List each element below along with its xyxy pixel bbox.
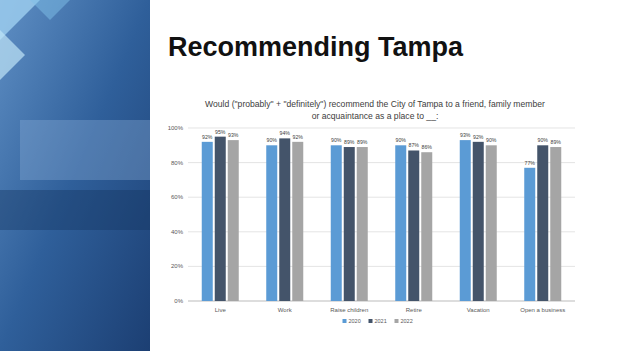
data-label: 93% <box>460 132 471 138</box>
bar <box>292 142 303 301</box>
bar <box>473 142 484 301</box>
bar <box>524 168 535 301</box>
data-label: 90% <box>267 137 278 143</box>
data-label: 86% <box>422 144 433 150</box>
x-tick-label: Open a business <box>520 307 565 313</box>
bar <box>331 145 342 301</box>
data-label: 90% <box>396 137 407 143</box>
grid-line <box>188 231 575 232</box>
y-tick-label: 20% <box>171 263 184 269</box>
data-labels: 92%90%90%90%93%77%95%94%89%87%92%90%93%9… <box>202 129 561 166</box>
x-tick-label: Vacation <box>467 307 490 313</box>
legend-swatch <box>369 319 373 323</box>
slide: Recommending Tampa Would ("probably" + "… <box>0 0 624 351</box>
y-tick-label: 80% <box>171 160 184 166</box>
chart: 0%20%40%60%80%100%92%90%90%90%93%77%95%9… <box>0 0 624 351</box>
bar <box>486 145 497 301</box>
chart-title: Would ("probably" + "definitely") recomm… <box>205 98 545 122</box>
bars <box>202 137 562 301</box>
legend-swatch <box>343 319 347 323</box>
grid-line <box>188 162 575 163</box>
bar <box>550 147 561 301</box>
data-label: 89% <box>551 139 562 145</box>
bar <box>357 147 368 301</box>
grid-line <box>188 197 575 198</box>
data-label: 94% <box>280 130 291 136</box>
data-label: 92% <box>202 134 213 140</box>
bar <box>408 150 419 301</box>
data-label: 89% <box>357 139 368 145</box>
data-label: 93% <box>228 132 239 138</box>
bar <box>228 140 239 301</box>
y-tick-label: 0% <box>174 298 183 304</box>
data-label: 77% <box>525 160 536 166</box>
data-label: 95% <box>215 129 226 135</box>
bar <box>421 152 432 301</box>
data-label: 90% <box>486 137 497 143</box>
bar <box>202 142 213 301</box>
legend-label: 2022 <box>401 318 413 324</box>
data-label: 92% <box>293 134 304 140</box>
grid-line <box>188 128 575 129</box>
data-label: 90% <box>331 137 342 143</box>
bar <box>266 145 277 301</box>
y-tick-label: 60% <box>171 194 184 200</box>
legend: 2020 2021 2022 <box>343 318 413 324</box>
side-image <box>0 0 150 351</box>
bar <box>344 147 355 301</box>
grid-line <box>188 301 575 302</box>
y-tick-label: 100% <box>168 125 184 131</box>
legend-label: 2021 <box>375 318 387 324</box>
x-tick-label: Work <box>278 307 293 313</box>
data-label: 89% <box>344 139 355 145</box>
x-axis <box>188 301 575 302</box>
data-label: 87% <box>409 142 420 148</box>
bar <box>395 145 406 301</box>
bar <box>460 140 471 301</box>
bar <box>215 137 226 301</box>
x-tick-label: Raise children <box>330 307 368 313</box>
legend-label: 2020 <box>349 318 361 324</box>
grid-line <box>188 266 575 267</box>
y-tick-label: 40% <box>171 229 184 235</box>
slide-heading: Recommending Tampa <box>168 32 463 63</box>
data-label: 92% <box>473 134 484 140</box>
bar <box>537 145 548 301</box>
x-tick-label: Retire <box>406 307 423 313</box>
data-label: 90% <box>538 137 549 143</box>
bar <box>279 138 290 301</box>
x-tick-label: Live <box>215 307 227 313</box>
legend-swatch <box>395 319 399 323</box>
